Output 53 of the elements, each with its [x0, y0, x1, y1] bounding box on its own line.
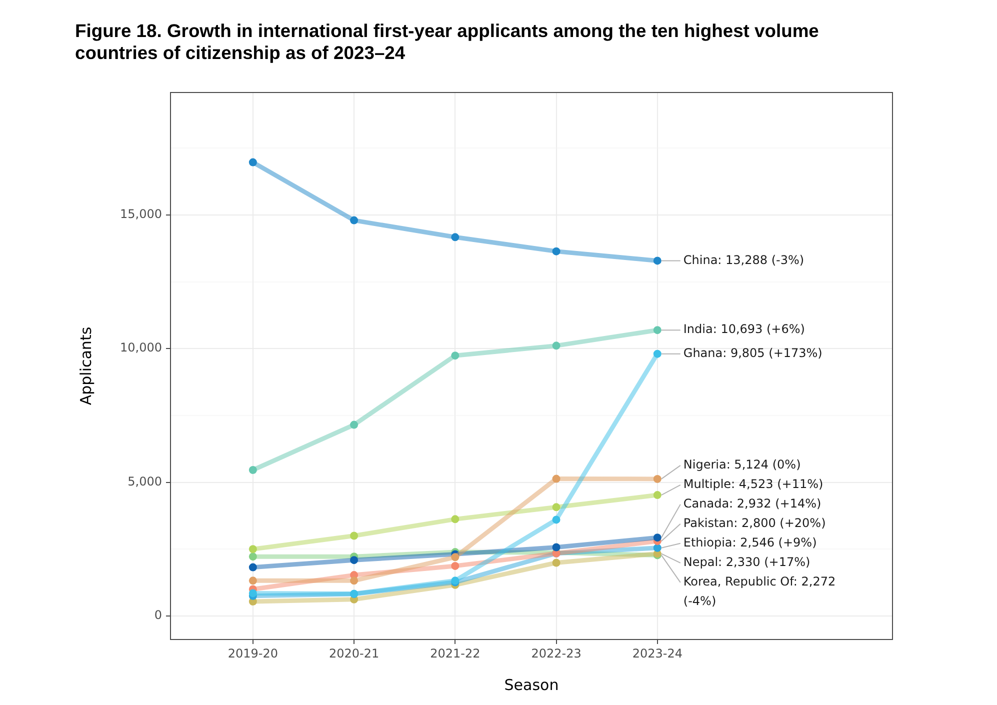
data-label: China: 13,288 (-3%)	[683, 252, 804, 267]
point	[653, 350, 662, 358]
point	[653, 544, 662, 552]
point	[350, 420, 358, 429]
point	[248, 158, 257, 166]
chart-title: Figure 18. Growth in international first-year applicants among the ten highest volume countries of citizenship as of 2023–24	[75, 20, 820, 64]
point	[248, 545, 257, 554]
x-tick-label: 2022-23	[531, 646, 582, 660]
point	[653, 326, 662, 334]
point	[248, 466, 257, 474]
x-tick-label: 2019-20	[228, 646, 278, 660]
point	[653, 534, 662, 542]
point	[350, 532, 358, 540]
x-tick-label: 2023-24	[632, 646, 682, 660]
x-tick-label: 2020-21	[328, 646, 380, 660]
point	[552, 247, 560, 256]
y-axis-title: Applicants	[76, 326, 95, 406]
data-label: Ghana: 9,805 (+173%)	[683, 346, 822, 360]
point	[350, 576, 358, 585]
data-label: Ethiopia: 2,546 (+9%)	[683, 536, 817, 550]
point	[552, 543, 560, 552]
point	[451, 562, 460, 570]
x-axis-title: Season	[504, 676, 559, 694]
point	[248, 552, 257, 561]
y-tick-label: 10,000	[120, 340, 162, 355]
point	[552, 516, 560, 524]
y-tick-label: 5,000	[128, 474, 162, 488]
data-label: Multiple: 4,523 (+11%)	[683, 477, 824, 492]
point	[350, 556, 358, 564]
point	[552, 558, 560, 567]
point	[248, 563, 257, 572]
point	[451, 352, 460, 360]
point	[653, 491, 662, 500]
y-tick-label: 0	[154, 608, 162, 622]
data-label: Nigeria: 5,124 (0%)	[683, 458, 801, 472]
point	[552, 503, 560, 512]
point	[248, 576, 257, 585]
x-tick-label: 2021-22	[430, 646, 480, 660]
point	[653, 256, 662, 265]
point	[552, 342, 560, 350]
point	[451, 515, 460, 524]
point	[350, 216, 358, 224]
y-tick-label: 15,000	[120, 207, 162, 222]
data-label: Canada: 2,932 (+14%)	[683, 496, 822, 511]
point	[248, 589, 257, 598]
point	[653, 474, 662, 483]
point	[451, 553, 460, 562]
point	[451, 233, 460, 242]
data-label: Korea, Republic Of: 2,272 (-4%)	[683, 574, 836, 608]
data-label: Pakistan: 2,800 (+20%)	[683, 516, 826, 530]
point	[552, 474, 560, 483]
data-label: Nepal: 2,330 (+17%)	[683, 555, 810, 570]
data-label: India: 10,693 (+6%)	[683, 322, 805, 336]
